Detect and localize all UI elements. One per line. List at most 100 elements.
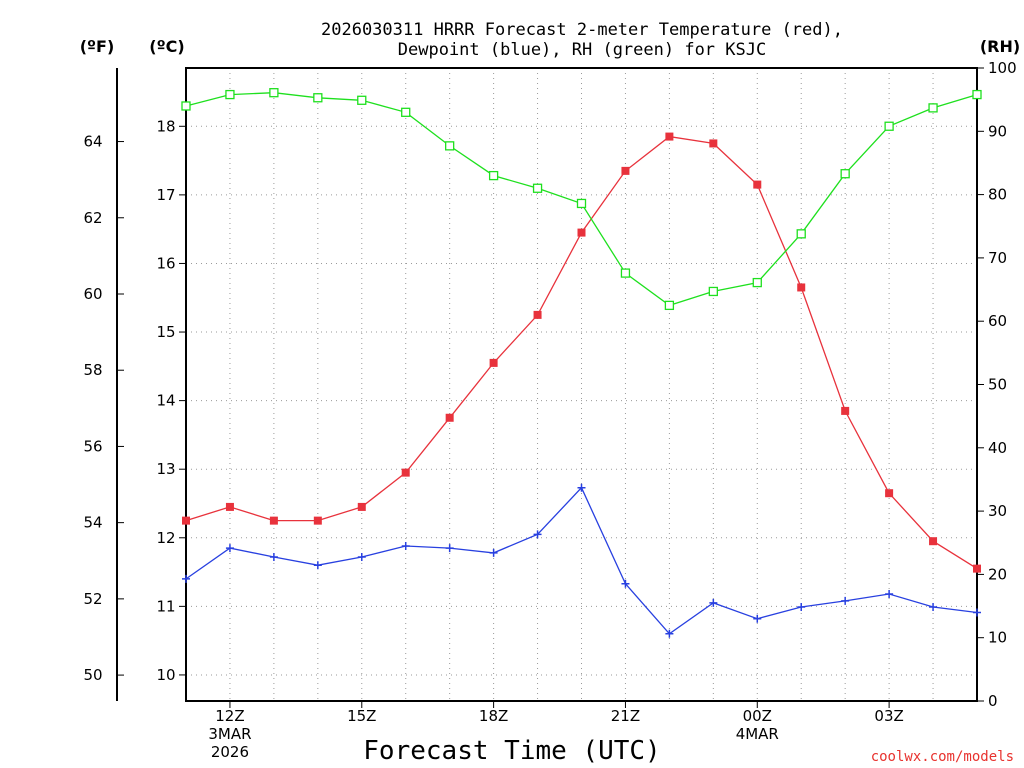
dewpoint-point xyxy=(533,530,542,539)
temperature-point xyxy=(753,180,762,189)
x-tick-label: 00Z xyxy=(743,707,772,725)
rh-tick-label: 40 xyxy=(988,439,1007,457)
rh-tick-label: 0 xyxy=(988,692,998,710)
temperature-point xyxy=(665,132,674,141)
rh-tick-label: 50 xyxy=(988,376,1007,394)
x-tick-label: 18Z xyxy=(479,707,508,725)
dewpoint-point xyxy=(753,614,762,623)
temperature-point xyxy=(225,502,234,511)
rh-point xyxy=(620,268,631,278)
series-layer xyxy=(181,88,982,638)
x-tick-label: 2026 xyxy=(211,743,249,761)
x-tick-label: 12Z xyxy=(215,707,244,725)
rh-tick-label: 80 xyxy=(988,186,1007,204)
dewpoint-point xyxy=(885,590,894,599)
dewpoint-point xyxy=(313,561,322,570)
rh-tick-label: 30 xyxy=(988,502,1007,520)
x-tick-label: 21Z xyxy=(611,707,640,725)
dewpoint-point xyxy=(401,542,410,551)
celsius-tick-label: 13 xyxy=(156,460,175,478)
fahrenheit-tick-label: 58 xyxy=(83,361,102,379)
x-axis-label: Forecast Time (UTC) xyxy=(363,736,660,766)
temperature-point xyxy=(797,283,806,292)
rh-point xyxy=(313,93,323,103)
celsius-tick-label: 12 xyxy=(156,529,175,547)
dewpoint-series xyxy=(182,483,981,638)
celsius-tick-label: 14 xyxy=(156,392,175,410)
dewpoint-point xyxy=(577,483,586,492)
fahrenheit-tick-label: 54 xyxy=(83,514,102,532)
rh-point xyxy=(445,141,455,151)
dewpoint-point xyxy=(489,548,498,557)
temperature-point xyxy=(489,358,498,367)
dewpoint-point xyxy=(621,579,630,588)
fahrenheit-tick-label: 56 xyxy=(83,437,102,455)
temperature-point xyxy=(445,413,454,422)
dewpoint-point xyxy=(665,629,674,638)
rh-point xyxy=(488,170,499,181)
temperature-point xyxy=(841,406,850,415)
fahrenheit-tick-label: 62 xyxy=(83,209,102,227)
dewpoint-point xyxy=(225,544,234,553)
celsius-tick-label: 15 xyxy=(156,323,175,341)
dewpoint-point xyxy=(841,596,850,605)
temperature-point xyxy=(577,228,586,237)
celsius-tick-label: 16 xyxy=(156,254,175,272)
temperature-point xyxy=(709,139,718,148)
fahrenheit-tick-label: 60 xyxy=(83,285,102,303)
dewpoint-point xyxy=(445,544,454,553)
fahrenheit-tick-label: 50 xyxy=(83,666,102,684)
dewpoint-point xyxy=(929,603,938,612)
rh-point xyxy=(708,286,718,297)
celsius-tick-label: 10 xyxy=(156,666,175,684)
rh-point xyxy=(972,89,982,100)
rh-point xyxy=(269,88,279,98)
rh-point xyxy=(840,169,850,179)
temperature-point xyxy=(401,468,410,477)
dewpoint-point xyxy=(973,608,981,617)
rh-point xyxy=(357,95,367,105)
fahrenheit-tick-label: 64 xyxy=(83,133,102,151)
rh-point xyxy=(225,89,235,100)
rh-tick-label: 10 xyxy=(988,629,1007,647)
x-tick-label: 15Z xyxy=(347,707,376,725)
rh-series xyxy=(181,88,982,311)
temperature-point xyxy=(929,537,938,546)
grid-lines xyxy=(186,68,977,701)
rh-tick-label: 60 xyxy=(988,312,1007,330)
dewpoint-point xyxy=(357,552,366,561)
temperature-series xyxy=(182,132,981,573)
rh-point xyxy=(181,101,191,111)
x-tick-label: 03Z xyxy=(874,707,903,725)
fahrenheit-unit-label: (ºF) xyxy=(80,37,115,56)
temperature-point xyxy=(533,310,542,319)
rh-unit-label: (RH) xyxy=(980,37,1020,56)
celsius-tick-label: 11 xyxy=(156,597,175,615)
x-tick-label: 3MAR xyxy=(208,725,251,743)
temperature-point xyxy=(621,166,630,175)
credit-label: coolwx.com/models xyxy=(871,749,1014,765)
dewpoint-line xyxy=(185,486,978,635)
celsius-tick-label: 17 xyxy=(156,186,175,204)
rh-tick-label: 90 xyxy=(988,122,1007,140)
dewpoint-point xyxy=(709,598,718,607)
rh-point xyxy=(576,198,587,209)
tick-marks: 10 11 12 13 14 15 16 17 18 50 52 54 56 58 60 62 64 0 10 20 3… xyxy=(83,59,1016,761)
dewpoint-point xyxy=(269,552,278,561)
rh-point xyxy=(664,300,675,311)
rh-point xyxy=(752,277,762,288)
series-clip-group xyxy=(181,88,982,638)
temperature-point xyxy=(269,516,278,525)
rh-point xyxy=(884,121,894,131)
rh-tick-label: 20 xyxy=(988,565,1007,583)
temperature-point xyxy=(182,516,190,525)
temperature-point xyxy=(357,502,366,511)
chart-title-line-2: Dewpoint (blue), RH (green) for KSJC xyxy=(398,40,766,60)
chart-title-line-1: 2026030311 HRRR Forecast 2-meter Tempera… xyxy=(321,20,843,40)
dewpoint-point xyxy=(797,603,806,612)
rh-point xyxy=(928,103,938,113)
celsius-tick-label: 18 xyxy=(156,117,175,135)
rh-tick-label: 70 xyxy=(988,249,1007,267)
temperature-point xyxy=(313,516,322,525)
